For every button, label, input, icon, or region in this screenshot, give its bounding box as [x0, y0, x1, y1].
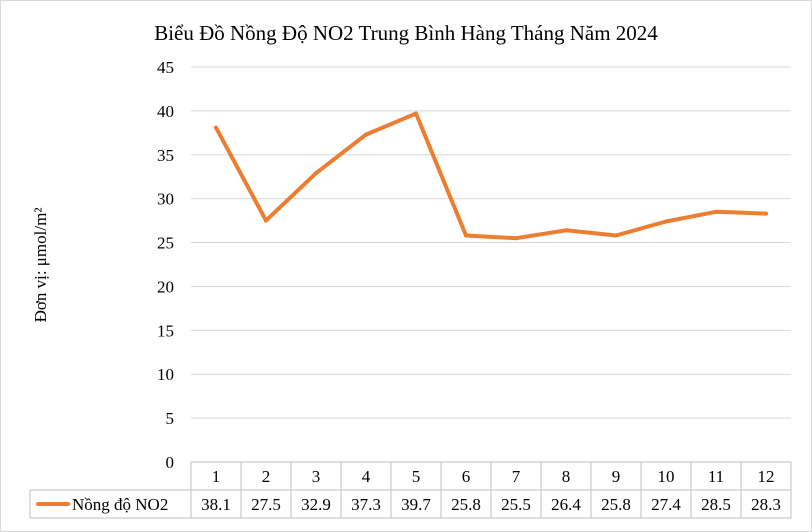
x-tick-label: 9: [612, 467, 621, 486]
y-tick-label: 10: [157, 365, 174, 384]
data-table-value: 26.4: [551, 495, 581, 514]
data-table-value: 25.8: [601, 495, 631, 514]
x-tick-label: 11: [708, 467, 724, 486]
data-point: [264, 218, 268, 223]
data-table-value: 32.9: [301, 495, 331, 514]
data-point: [764, 211, 768, 216]
data-point: [314, 171, 318, 176]
data-table-value: 28.5: [701, 495, 731, 514]
series-line: [214, 111, 768, 241]
y-tick-label: 0: [166, 453, 175, 472]
y-tick-label: 30: [157, 190, 174, 209]
data-table-value: 25.5: [501, 495, 531, 514]
x-tick-label: 10: [658, 467, 675, 486]
data-table-value: 37.3: [351, 495, 381, 514]
y-tick-label: 25: [157, 234, 174, 253]
x-tick-label: 5: [412, 467, 421, 486]
x-tick-label: 12: [758, 467, 775, 486]
data-point: [664, 219, 668, 224]
x-tick-label: 8: [562, 467, 571, 486]
x-tick-label: 2: [262, 467, 271, 486]
legend-label: Nồng độ NO2: [72, 495, 168, 514]
data-table-value: 39.7: [401, 495, 431, 514]
x-tick-label: 4: [362, 467, 371, 486]
data-point: [214, 125, 218, 130]
y-tick-label: 5: [166, 409, 175, 428]
y-axis-ticks: 0 5 10 15 20 25 30 35 40 45: [157, 58, 174, 472]
data-point: [514, 236, 518, 241]
x-tick-label: 1: [212, 467, 221, 486]
data-table-value: 25.8: [451, 495, 481, 514]
data-point: [364, 132, 368, 137]
x-tick-label: 6: [462, 467, 471, 486]
data-point: [464, 233, 468, 238]
y-tick-label: 15: [157, 321, 174, 340]
y-tick-label: 40: [157, 102, 174, 121]
chart-title: Biểu Đồ Nồng Độ NO2 Trung Bình Hàng Thán…: [154, 21, 658, 45]
y-tick-label: 20: [157, 277, 174, 296]
x-tick-label: 7: [512, 467, 521, 486]
y-tick-label: 35: [157, 146, 174, 165]
x-tick-label: 3: [312, 467, 321, 486]
y-axis-label: Đơn vị: μmol/m²: [31, 208, 50, 323]
data-point: [564, 228, 568, 233]
y-tick-label: 45: [157, 58, 174, 77]
data-table-value: 27.4: [651, 495, 681, 514]
data-point: [614, 233, 618, 238]
series-layer: [214, 111, 768, 241]
data-point: [414, 111, 418, 116]
data-table-value: 27.5: [251, 495, 281, 514]
data-table-value: 28.3: [751, 495, 781, 514]
data-point: [714, 209, 718, 214]
data-table-value: 38.1: [201, 495, 231, 514]
